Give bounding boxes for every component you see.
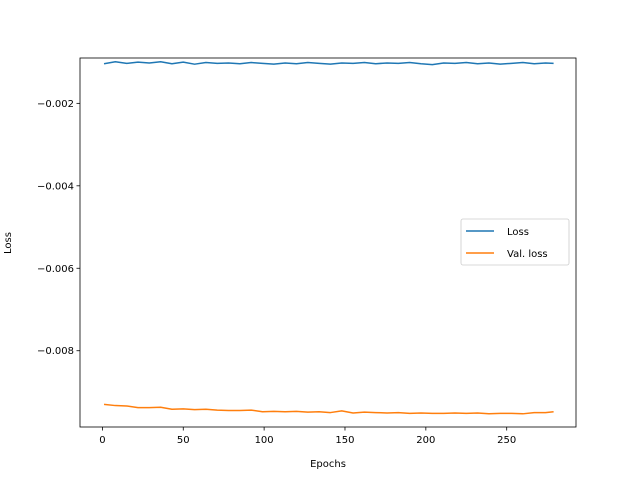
series-layer <box>103 60 554 415</box>
y-tick-label: −0.004 <box>37 181 74 192</box>
x-axis-label: Epochs <box>310 459 346 470</box>
y-tick-label: −0.002 <box>37 99 74 110</box>
val-loss-series-line <box>103 403 554 415</box>
x-tick-label: 250 <box>497 435 516 446</box>
y-axis-label: Loss <box>3 232 14 254</box>
y-tick-label: −0.006 <box>37 264 74 275</box>
legend: Loss Val. loss <box>460 218 570 266</box>
y-tick-label: −0.008 <box>37 346 74 357</box>
x-tick-label: 200 <box>416 435 435 446</box>
y-axis: −0.002 −0.004 −0.006 −0.008 <box>37 99 80 357</box>
loss-series-line <box>103 60 554 66</box>
axes-frame <box>79 57 577 428</box>
legend-label-loss: Loss <box>507 227 529 238</box>
x-tick-label: 0 <box>99 435 105 446</box>
x-tick-label: 150 <box>335 435 354 446</box>
legend-label-val-loss: Val. loss <box>507 249 548 260</box>
x-axis: 0 50 100 150 200 250 <box>99 427 516 446</box>
x-tick-label: 100 <box>255 435 274 446</box>
x-tick-label: 50 <box>177 435 190 446</box>
